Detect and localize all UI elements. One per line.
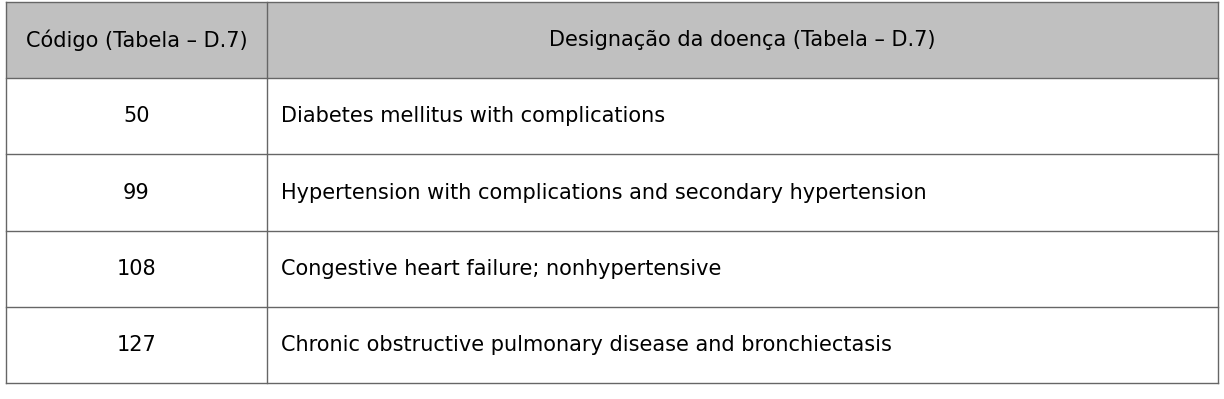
Text: Designação da doença (Tabela – D.7): Designação da doença (Tabela – D.7) bbox=[550, 30, 935, 50]
Text: Chronic obstructive pulmonary disease and bronchiectasis: Chronic obstructive pulmonary disease an… bbox=[282, 335, 892, 355]
Bar bbox=[6, 307, 1218, 383]
Text: Hypertension with complications and secondary hypertension: Hypertension with complications and seco… bbox=[282, 182, 927, 203]
Text: Código (Tabela – D.7): Código (Tabela – D.7) bbox=[26, 30, 247, 51]
Text: 50: 50 bbox=[124, 106, 149, 126]
Bar bbox=[6, 231, 1218, 307]
Bar bbox=[6, 2, 1218, 78]
Text: 108: 108 bbox=[116, 259, 157, 279]
Text: 99: 99 bbox=[122, 182, 149, 203]
Text: Diabetes mellitus with complications: Diabetes mellitus with complications bbox=[282, 106, 666, 126]
Text: Congestive heart failure; nonhypertensive: Congestive heart failure; nonhypertensiv… bbox=[282, 259, 722, 279]
Text: 127: 127 bbox=[116, 335, 157, 355]
Bar bbox=[6, 78, 1218, 154]
Bar bbox=[6, 154, 1218, 231]
